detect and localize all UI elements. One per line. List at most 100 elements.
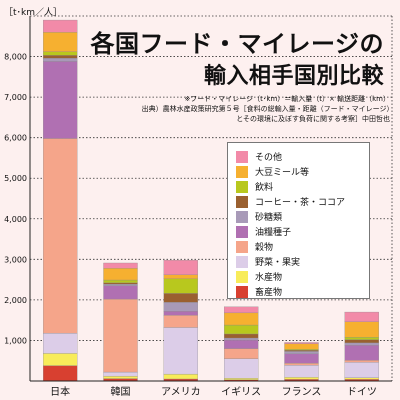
bar-segment xyxy=(43,19,78,33)
y-tick-label: 7,000 xyxy=(4,93,27,102)
bar-segment xyxy=(103,279,138,284)
x-tick-label: イギリス xyxy=(221,386,261,398)
y-tick-label: 5,000 xyxy=(4,174,27,183)
bar-segment xyxy=(344,345,379,361)
bar-segment xyxy=(163,327,198,375)
formula-note: ※フード・マイレージ（t･km）＝輸入量（t）× 輸送距離（km） xyxy=(184,95,390,103)
legend-item-sugars: 砂糖類 xyxy=(236,210,283,223)
x-tick-label: 日本 xyxy=(50,385,70,398)
legend-label-coffee-tea-cocoa: コーヒー・茶・ココア xyxy=(255,198,346,208)
bar-segment xyxy=(163,293,198,303)
legend: その他 大豆ミール等 飲料 コーヒー・茶・ココア 砂糖類 油糧種子 穀物 野菜・… xyxy=(227,142,370,299)
legend-item-feed: 飲料 xyxy=(236,180,274,193)
bar-segment xyxy=(163,259,198,275)
bar-segment xyxy=(284,343,319,350)
axes xyxy=(29,16,392,382)
legend-label-oilseeds: 油糧種子 xyxy=(255,228,292,238)
y-tick-label: 8,000 xyxy=(4,53,27,62)
legend-label-seafood: 水産物 xyxy=(255,273,283,283)
bar-segment xyxy=(163,373,198,380)
x-tick-label: フランス xyxy=(282,386,322,398)
legend-swatch-seafood xyxy=(236,270,248,283)
chart-title-line2: 輸入相手国別比較 xyxy=(203,64,384,89)
bar-segment xyxy=(344,311,379,322)
bar-segment xyxy=(103,285,138,300)
legend-item-oilseeds: 油糧種子 xyxy=(236,225,292,238)
bar-segment xyxy=(103,375,138,379)
y-axis-unit-label: ［t･km／人］ xyxy=(4,8,63,18)
bar-segment xyxy=(224,333,259,339)
legend-swatch-coffee-tea-cocoa xyxy=(236,195,248,208)
bar-segment xyxy=(344,321,379,338)
legend-label-sugars: 砂糖類 xyxy=(255,213,283,223)
legend-label-livestock: 畜産物 xyxy=(255,288,283,298)
bar-segment xyxy=(103,298,138,373)
legend-swatch-sugars xyxy=(236,210,248,223)
bar-segment xyxy=(344,377,379,380)
bar-segment xyxy=(224,358,259,379)
tick-labels: 1,000 2,000 3,000 4,000 5,000 6,000 7,000 8,000… xyxy=(4,53,377,398)
legend-label-grains: 穀物 xyxy=(255,243,274,253)
legend-item-other: その他 xyxy=(236,150,283,163)
legend-item-coffee-tea-cocoa: コーヒー・茶・ココア xyxy=(236,195,346,208)
legend-item-seafood: 水産物 xyxy=(236,270,283,283)
bar-segment xyxy=(43,332,78,354)
bar-segment xyxy=(43,365,78,382)
bar-segment xyxy=(344,362,379,378)
legend-label-other: その他 xyxy=(255,153,283,163)
bar-segment xyxy=(224,348,259,359)
legend-label-vegetables-fruit: 野菜・果実 xyxy=(255,258,301,268)
bars xyxy=(43,19,379,382)
x-tick-label: アメリカ xyxy=(161,386,201,398)
bar-segment xyxy=(43,138,78,334)
bar-segment xyxy=(224,378,259,380)
bar-segment xyxy=(224,337,259,341)
y-tick-label: 6,000 xyxy=(4,134,27,143)
bar-segment xyxy=(224,339,259,349)
bar-segment xyxy=(224,324,259,335)
legend-swatch-grains xyxy=(236,240,248,253)
bar-segment xyxy=(284,351,319,354)
bar-segment xyxy=(284,365,319,378)
x-tick-label: ドイツ xyxy=(347,387,377,398)
bar-segment xyxy=(284,342,319,344)
bar-segment xyxy=(43,58,78,62)
legend-swatch-other xyxy=(236,150,248,163)
bar-segment xyxy=(103,262,138,269)
legend-item-soybean-meal: 大豆ミール等 xyxy=(236,165,309,178)
bar-segment xyxy=(284,377,319,380)
x-tick-label: 韓国 xyxy=(111,386,131,398)
bar-segment xyxy=(284,353,319,364)
bar-segment xyxy=(43,51,78,56)
legend-item-livestock: 畜産物 xyxy=(236,285,283,298)
bar-segment xyxy=(163,274,198,279)
legend-item-vegetables-fruit: 野菜・果実 xyxy=(236,255,301,268)
chart-title-line1: 各国フード・マイレージの xyxy=(90,30,384,58)
y-tick-label: 4,000 xyxy=(4,215,27,224)
legend-swatch-feed xyxy=(236,180,248,193)
y-tick-label: 1,000 xyxy=(4,336,27,345)
bar-segment xyxy=(103,282,138,285)
legend-item-grains: 穀物 xyxy=(236,240,274,253)
y-tick-label: 2,000 xyxy=(4,296,27,305)
legend-swatch-oilseeds xyxy=(236,225,248,238)
y-tick-label: 3,000 xyxy=(4,255,27,264)
bar-segment xyxy=(344,337,379,340)
bar-segment xyxy=(43,55,78,59)
legend-swatch-vegetables-fruit xyxy=(236,255,248,268)
bar-segment xyxy=(344,339,379,344)
bar-segment xyxy=(103,283,138,286)
bar-segment xyxy=(284,350,319,352)
bar-segment xyxy=(103,268,138,281)
bar-segment xyxy=(163,315,198,328)
bar-segment xyxy=(163,278,198,294)
bar-segment xyxy=(43,61,78,139)
legend-swatch-livestock xyxy=(236,285,248,298)
bar-segment xyxy=(224,306,259,314)
bar-segment xyxy=(344,342,379,346)
bar-segment xyxy=(163,302,198,312)
legend-label-feed: 飲料 xyxy=(255,183,274,193)
source-note: 出典）農林水産政策研究第５号［食料の総輸入量・距離（フード・マイレージ）とその環… xyxy=(141,105,390,123)
